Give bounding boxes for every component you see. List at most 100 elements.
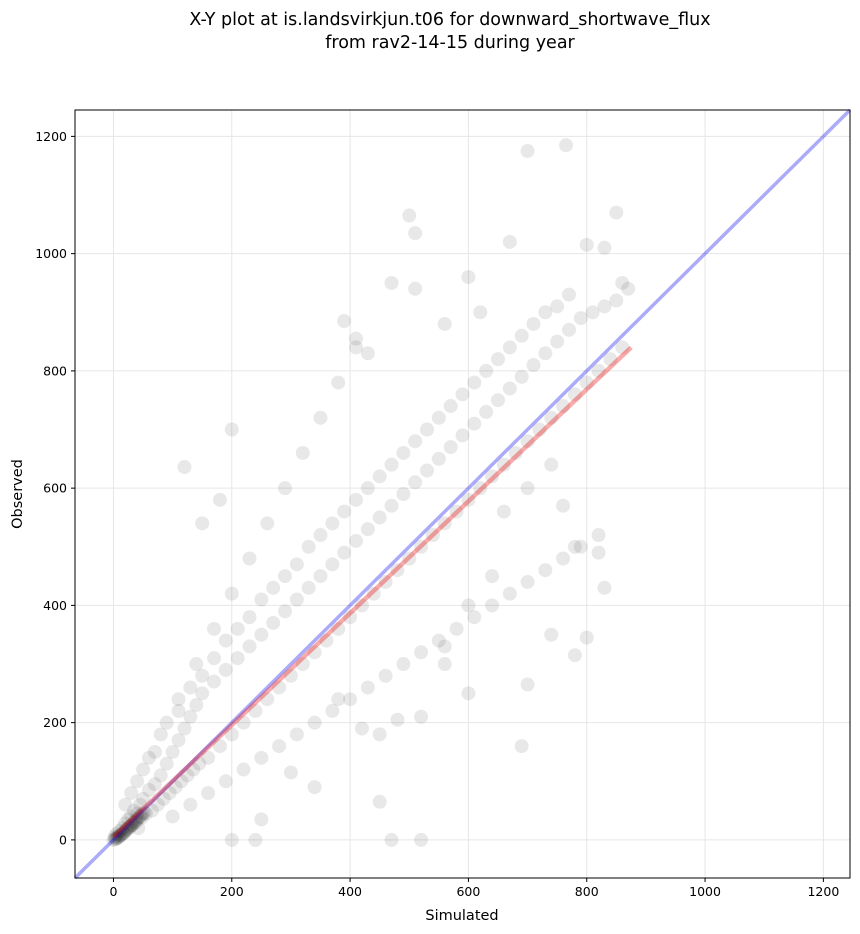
scatter-point bbox=[141, 750, 156, 765]
reference-lines bbox=[73, 108, 852, 880]
scatter-point bbox=[117, 825, 132, 840]
scatter-point bbox=[141, 783, 156, 798]
scatter-point bbox=[289, 557, 304, 572]
scatter-point bbox=[449, 621, 464, 636]
scatter-point bbox=[579, 237, 594, 252]
scatter-point bbox=[278, 569, 293, 584]
scatter-point bbox=[313, 528, 328, 543]
scatter-point bbox=[431, 410, 446, 425]
scatter-point bbox=[384, 457, 399, 472]
scatter-point bbox=[307, 715, 322, 730]
scatter-point bbox=[556, 399, 571, 414]
x-tick-label: 800 bbox=[575, 884, 599, 899]
scatter-point bbox=[165, 809, 180, 824]
scatter-point bbox=[544, 410, 559, 425]
scatter-point bbox=[295, 657, 310, 672]
scatter-point bbox=[437, 657, 452, 672]
scatter-point bbox=[550, 334, 565, 349]
scatter-point bbox=[135, 807, 150, 822]
scatter-point bbox=[118, 797, 133, 812]
scatter-point bbox=[183, 709, 198, 724]
scatter-point bbox=[420, 422, 435, 437]
scatter-point bbox=[437, 639, 452, 654]
scatter-point bbox=[301, 580, 316, 595]
scatter-point bbox=[313, 569, 328, 584]
scatter-point bbox=[108, 831, 123, 846]
scatter-point bbox=[514, 369, 529, 384]
scatter-point bbox=[242, 551, 257, 566]
x-axis-ticks: 0 200 400 600 800 1000 1200 bbox=[109, 878, 839, 899]
scatter-point bbox=[490, 352, 505, 367]
scatter-point bbox=[129, 812, 144, 827]
scatter-point bbox=[349, 340, 364, 355]
scatter-point bbox=[556, 498, 571, 513]
x-tick-label: 1000 bbox=[689, 884, 721, 899]
scatter-point bbox=[354, 598, 369, 613]
scatter-point bbox=[485, 469, 500, 484]
scatter-point bbox=[230, 621, 245, 636]
scatter-point bbox=[559, 138, 574, 153]
scatter-point bbox=[177, 460, 192, 475]
scatter-point bbox=[266, 615, 281, 630]
scatter-point bbox=[479, 404, 494, 419]
scatter-point bbox=[520, 677, 535, 692]
scatter-point bbox=[396, 445, 411, 460]
scatter-point bbox=[171, 692, 186, 707]
scatter-point bbox=[485, 569, 500, 584]
scatter-point bbox=[621, 281, 636, 296]
scatter-point bbox=[278, 604, 293, 619]
scatter-point bbox=[168, 780, 183, 795]
scatter-point bbox=[283, 765, 298, 780]
scatter-point bbox=[159, 715, 174, 730]
scatter-point bbox=[402, 551, 417, 566]
scatter-point bbox=[360, 346, 375, 361]
scatter-point bbox=[609, 205, 624, 220]
scatter-point bbox=[360, 680, 375, 695]
scatter-point bbox=[408, 226, 423, 241]
scatter-point bbox=[544, 457, 559, 472]
scatter-point bbox=[207, 621, 222, 636]
scatter-point bbox=[366, 586, 381, 601]
scatter-point bbox=[455, 387, 470, 402]
scatter-point bbox=[443, 440, 458, 455]
scatter-point bbox=[567, 539, 582, 554]
scatter-point bbox=[520, 574, 535, 589]
scatter-point bbox=[408, 434, 423, 449]
scatter-point bbox=[124, 809, 139, 824]
chart-title-line-2: from rav2-14-15 during year bbox=[325, 33, 575, 53]
y-tick-label: 1000 bbox=[35, 246, 67, 261]
scatter-point bbox=[123, 819, 138, 834]
scatter-point bbox=[331, 692, 346, 707]
scatter-point bbox=[195, 516, 210, 531]
scatter-point bbox=[609, 293, 624, 308]
scatter-point bbox=[337, 314, 352, 329]
scatter-point bbox=[130, 806, 145, 821]
scatter-point bbox=[325, 516, 340, 531]
scatter-point bbox=[301, 539, 316, 554]
x-tick-label: 200 bbox=[220, 884, 244, 899]
scatter-point bbox=[514, 739, 529, 754]
y-tick-label: 200 bbox=[43, 715, 67, 730]
scatter-point bbox=[137, 805, 152, 820]
y-tick-label: 800 bbox=[43, 363, 67, 378]
scatter-point bbox=[615, 340, 630, 355]
x-tick-label: 0 bbox=[109, 884, 117, 899]
scatter-point bbox=[133, 808, 148, 823]
scatter-point bbox=[110, 831, 125, 846]
scatter-point bbox=[396, 657, 411, 672]
scatter-point bbox=[186, 762, 201, 777]
scatter-point bbox=[467, 416, 482, 431]
scatter-point bbox=[615, 275, 630, 290]
scatter-point bbox=[230, 651, 245, 666]
scatter-point bbox=[289, 727, 304, 742]
scatter-point bbox=[125, 818, 140, 833]
scatter-point bbox=[118, 816, 133, 831]
scatter-point bbox=[130, 811, 145, 826]
x-tick-label: 1200 bbox=[807, 884, 839, 899]
scatter-point bbox=[313, 410, 328, 425]
scatter-point bbox=[573, 539, 588, 554]
scatter-point bbox=[119, 822, 134, 837]
scatter-point bbox=[207, 674, 222, 689]
scatter-point bbox=[108, 832, 123, 847]
scatter-point bbox=[520, 434, 535, 449]
